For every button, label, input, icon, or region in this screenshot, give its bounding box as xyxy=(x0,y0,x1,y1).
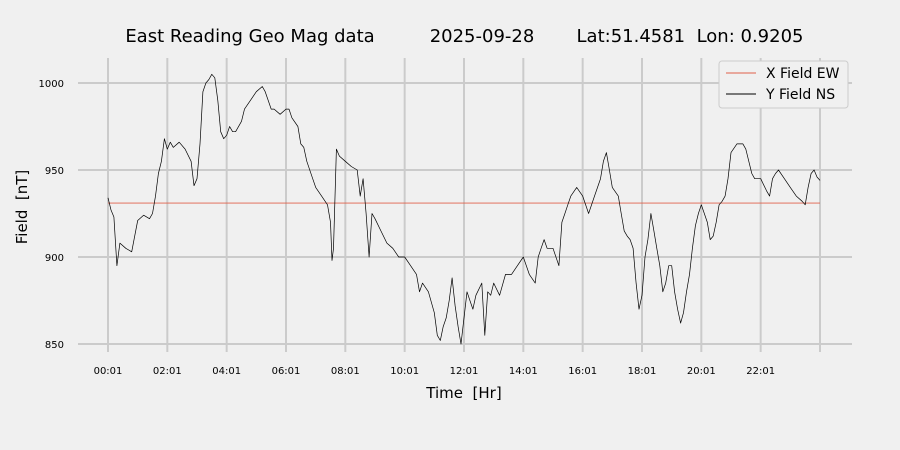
y-tick-label-850: 850 xyxy=(45,340,64,351)
series-lines xyxy=(107,73,821,345)
chart-title-date: 2025-09-28 xyxy=(430,26,535,47)
x-axis-label: Time [Hr] xyxy=(425,384,501,402)
legend-label-y-field: Y Field NS xyxy=(765,87,835,103)
x-tick-label-10: 20:01 xyxy=(687,366,716,377)
x-tick-label-7: 14:01 xyxy=(509,366,538,377)
x-tick-label-0: 00:01 xyxy=(94,366,123,377)
y-axis-label: Field [nT] xyxy=(13,170,31,245)
x-tick-label-3: 06:01 xyxy=(272,366,301,377)
x-tick-labels: 00:01 02:01 04:01 06:01 08:01 10:01 12:01 14:01… xyxy=(94,366,775,377)
x-tick-label-8: 16:01 xyxy=(568,366,597,377)
y-tick-label-1000: 1000 xyxy=(39,79,64,90)
legend: X Field EW Y Field NS xyxy=(718,60,849,109)
x-tick-label-2: 04:01 xyxy=(212,366,241,377)
x-tick-label-6: 12:01 xyxy=(450,366,479,377)
y-tick-labels: 850 900 950 1000 xyxy=(39,79,64,351)
x-tick-label-4: 08:01 xyxy=(331,366,360,377)
x-tick-label-1: 02:01 xyxy=(153,366,182,377)
x-tick-label-5: 10:01 xyxy=(390,366,419,377)
legend-label-x-field: X Field EW xyxy=(766,66,840,82)
y-tick-label-950: 950 xyxy=(45,166,64,177)
chart-title-name: East Reading Geo Mag data xyxy=(125,26,374,47)
chart-title-location: Lat:51.4581 Lon: 0.9205 xyxy=(577,26,804,47)
series-line-1 xyxy=(107,73,821,345)
x-tick-label-9: 18:01 xyxy=(628,366,657,377)
x-tick-label-11: 22:01 xyxy=(746,366,775,377)
y-tick-label-900: 900 xyxy=(45,253,64,264)
grid-lines xyxy=(78,58,852,352)
